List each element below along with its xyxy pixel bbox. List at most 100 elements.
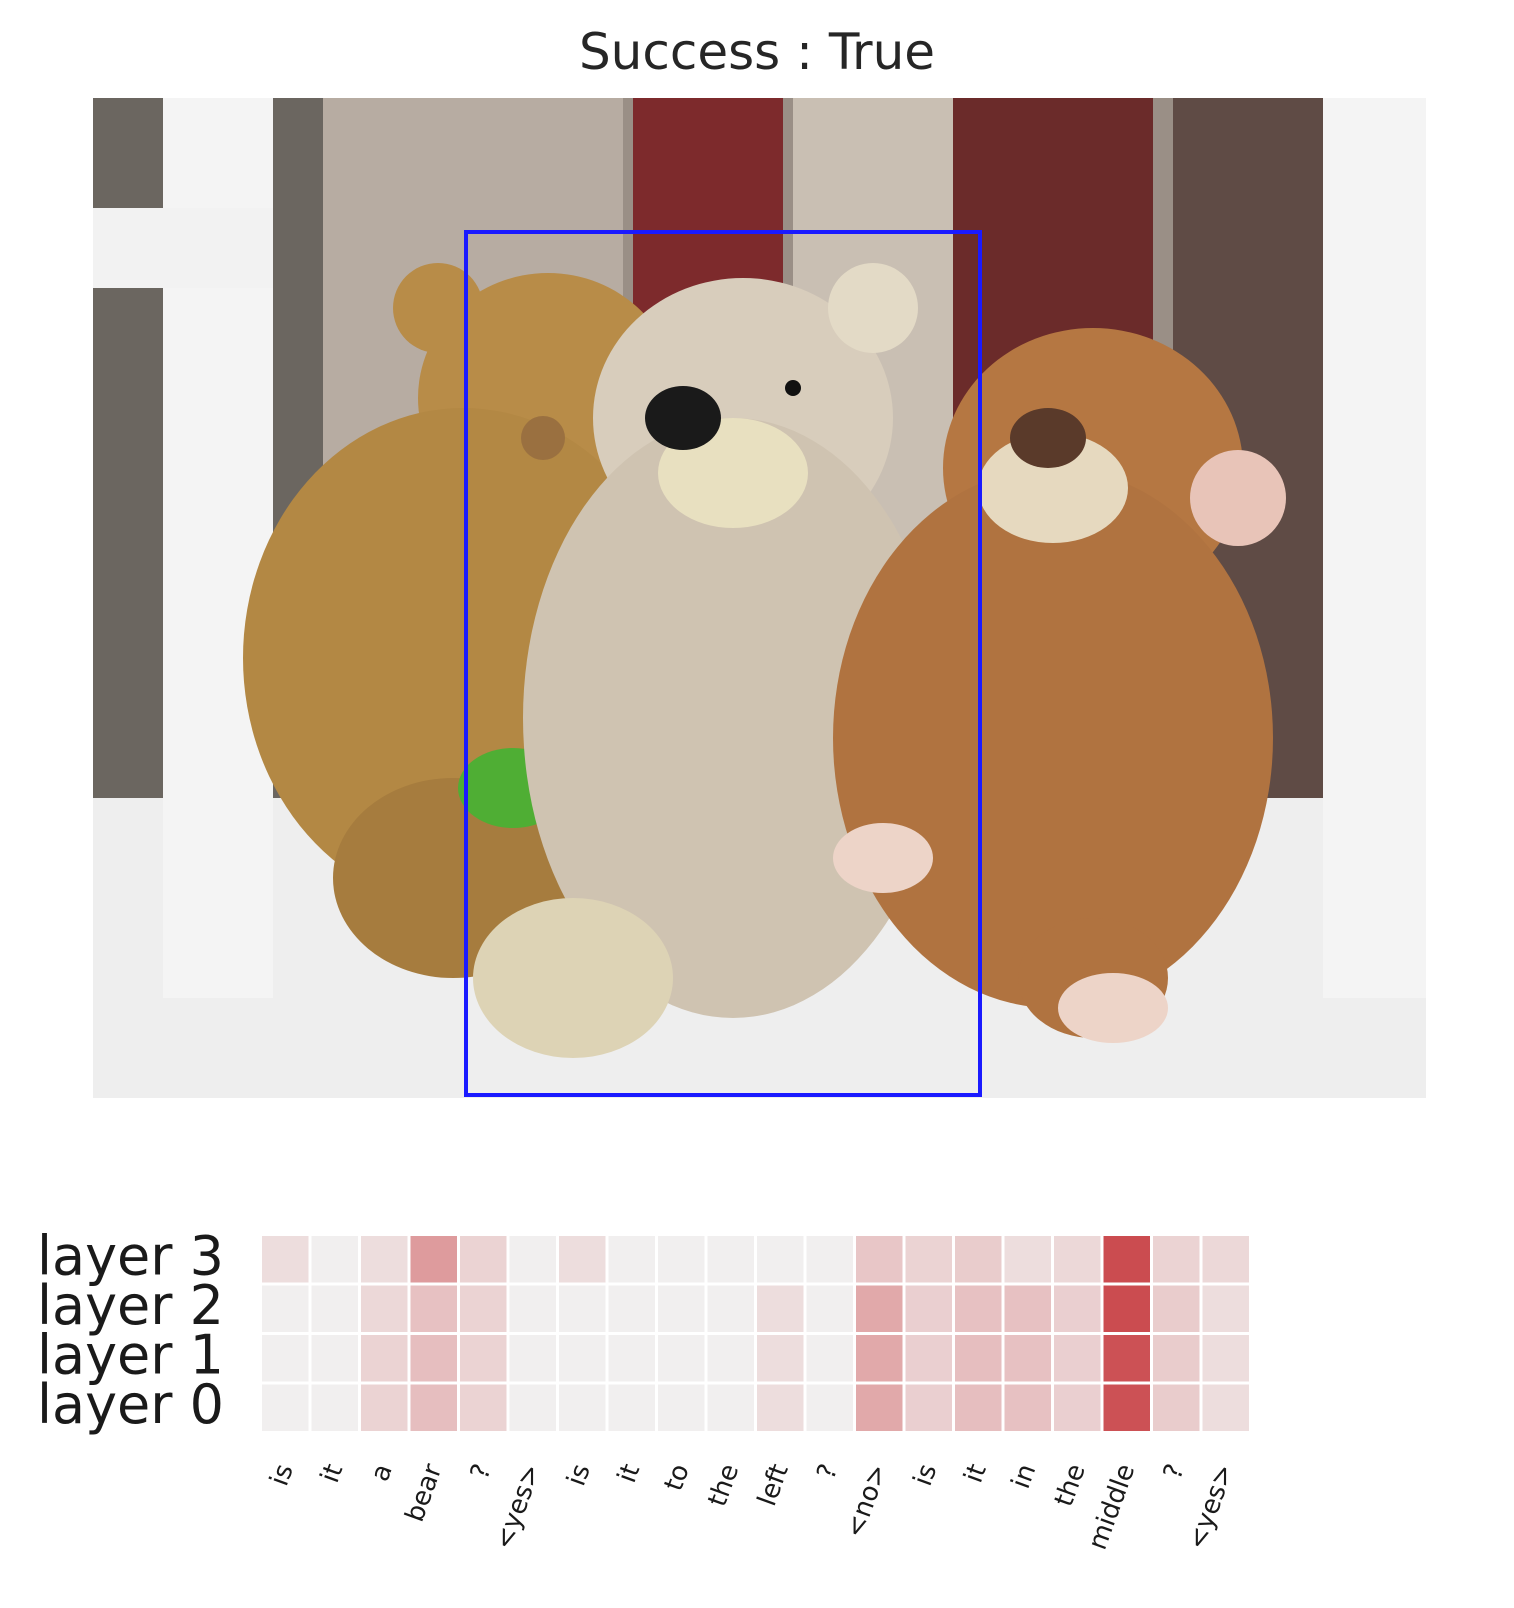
heatmap-cell: [262, 1335, 309, 1382]
heatmap-cell: [707, 1335, 754, 1382]
heatmap-cell: [311, 1285, 358, 1332]
heatmap-cell: [559, 1285, 606, 1332]
heatmap-cell: [856, 1236, 903, 1283]
heatmap-cell: [608, 1384, 655, 1431]
column-tick-label: bear: [400, 1460, 449, 1526]
heatmap-cell: [905, 1285, 952, 1332]
heatmap-cell: [955, 1236, 1002, 1283]
heatmap-cell: [1202, 1335, 1249, 1382]
heatmap-cell: [757, 1384, 804, 1431]
heatmap-cell: [509, 1285, 556, 1332]
heatmap-cell: [559, 1384, 606, 1431]
column-tick-label: <no>: [840, 1460, 894, 1542]
column-tick-label: a: [365, 1460, 399, 1485]
row-label: layer 0: [37, 1373, 224, 1436]
column-tick-label: middle: [1083, 1460, 1142, 1554]
heatmap-cell: [262, 1236, 309, 1283]
column-tick-label: the: [1049, 1460, 1092, 1510]
heatmap-cell: [410, 1335, 457, 1382]
heatmap-cell: [1004, 1384, 1051, 1431]
heatmap-cell: [608, 1236, 655, 1283]
heatmap-cell: [311, 1335, 358, 1382]
heatmap-cell: [806, 1236, 853, 1283]
heatmap-cell: [856, 1384, 903, 1431]
heatmap-cell: [410, 1384, 457, 1431]
heatmap-cell: [757, 1335, 804, 1382]
heatmap-cell: [361, 1236, 408, 1283]
heatmap-cell: [410, 1236, 457, 1283]
heatmap-cell: [1202, 1285, 1249, 1332]
heatmap-cell: [361, 1285, 408, 1332]
heatmap-cell: [1103, 1285, 1150, 1332]
heatmap-cell: [1202, 1384, 1249, 1431]
column-tick-label: is: [562, 1460, 597, 1490]
heatmap-cell: [1153, 1285, 1200, 1332]
column-tick-label: it: [959, 1460, 993, 1487]
heatmap-cell: [1054, 1335, 1101, 1382]
heatmap-cell: [905, 1236, 952, 1283]
heatmap-cell: [707, 1384, 754, 1431]
heatmap-cell: [905, 1384, 952, 1431]
heatmap-cell: [806, 1335, 853, 1382]
heatmap-cell: [460, 1236, 507, 1283]
column-tick-label: <yes>: [1182, 1460, 1240, 1553]
heatmap-cell: [1004, 1236, 1051, 1283]
heatmap-cell: [1202, 1236, 1249, 1283]
column-tick-label: is: [908, 1460, 943, 1490]
column-tick-label: <yes>: [489, 1460, 547, 1553]
heatmap-cell: [707, 1285, 754, 1332]
row-label: layer 1: [37, 1324, 224, 1387]
heatmap-cell: [806, 1285, 853, 1332]
column-tick-label: it: [612, 1460, 646, 1487]
heatmap-cell: [1153, 1236, 1200, 1283]
column-tick-label: the: [703, 1460, 746, 1510]
heatmap-cell: [1103, 1384, 1150, 1431]
heatmap-cell: [1103, 1236, 1150, 1283]
heatmap-cell: [905, 1335, 952, 1382]
column-tick-label: in: [1006, 1460, 1042, 1493]
heatmap-cell: [559, 1335, 606, 1382]
heatmap-cell: [1054, 1285, 1101, 1332]
heatmap-cell: [757, 1236, 804, 1283]
heatmap-cell: [509, 1384, 556, 1431]
heatmap-cell: [757, 1285, 804, 1332]
heatmap-cell: [460, 1285, 507, 1332]
column-tick-label: to: [659, 1460, 696, 1495]
attention-heatmap: layer 3 layer 2 layer 1 layer 0 is it a bear? <y…: [0, 1200, 1514, 1600]
heatmap-cell: [806, 1384, 853, 1431]
heatmap-cell: [608, 1285, 655, 1332]
heatmap-cell: [707, 1236, 754, 1283]
heatmap-cell: [1153, 1384, 1200, 1431]
heatmap-cell: [955, 1384, 1002, 1431]
column-tick-label: ?: [465, 1460, 498, 1483]
heatmap-cell: [658, 1335, 705, 1382]
heatmap-cell: [361, 1335, 408, 1382]
heatmap-cell: [1054, 1236, 1101, 1283]
column-tick-label: ?: [811, 1460, 844, 1483]
heatmap-cell: [559, 1236, 606, 1283]
heatmap-cell: [361, 1384, 408, 1431]
photo-panel: [93, 98, 1426, 1098]
row-label: layer 2: [37, 1274, 224, 1337]
heatmap-cell: [856, 1335, 903, 1382]
column-tick-label: it: [315, 1460, 349, 1487]
heatmap-cell: [1103, 1335, 1150, 1382]
heatmap-cell: [311, 1384, 358, 1431]
heatmap-cell: [658, 1236, 705, 1283]
heatmap-cell: [955, 1285, 1002, 1332]
heatmap-cell: [955, 1335, 1002, 1382]
heatmap-cell: [1004, 1335, 1051, 1382]
chart-title: Success : True: [578, 23, 936, 81]
heatmap-cell: [1054, 1384, 1101, 1431]
heatmap-cell: [658, 1285, 705, 1332]
heatmap-cell: [311, 1236, 358, 1283]
column-tick-label: left: [752, 1460, 795, 1510]
heatmap-cell: [262, 1285, 309, 1332]
heatmap-cell: [1004, 1285, 1051, 1332]
column-tick-label: is: [265, 1460, 300, 1490]
teddy-bears-photo: [93, 98, 1426, 1098]
row-label: layer 3: [37, 1225, 224, 1288]
column-tick-label: ?: [1158, 1460, 1191, 1483]
heatmap-cell: [262, 1384, 309, 1431]
